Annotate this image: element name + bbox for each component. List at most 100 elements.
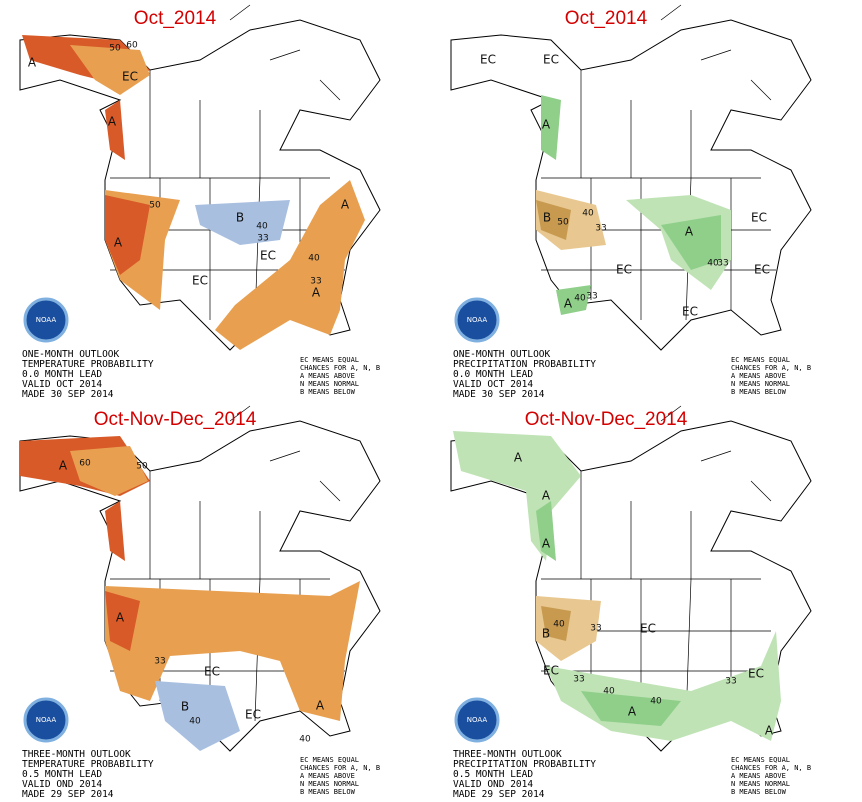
panel-title: Oct_2014	[134, 8, 217, 29]
outlook-line: PRECIPITATION PROBABILITY	[453, 359, 596, 370]
map-label: B	[181, 700, 189, 714]
legend-line: A MEANS ABOVE	[731, 372, 786, 380]
map-label: 40	[308, 254, 320, 264]
above-area	[105, 501, 125, 561]
map-label: A	[316, 699, 325, 713]
map-label: A	[542, 489, 551, 503]
logo-text: NOAA	[467, 716, 488, 724]
legend-line: B MEANS BELOW	[300, 388, 356, 396]
map-label: 50	[136, 462, 148, 472]
legend-line: B MEANS BELOW	[300, 788, 356, 796]
above-area	[105, 195, 150, 275]
legend-line: EC MEANS EQUAL	[300, 356, 359, 364]
outlook-line: PRECIPITATION PROBABILITY	[453, 759, 596, 770]
map-label: A	[312, 286, 321, 300]
map-label: A	[114, 236, 123, 250]
outlook-line: VALID OCT 2014	[453, 379, 533, 390]
above-area	[105, 581, 360, 721]
map-label: 50	[149, 201, 161, 211]
map-label: 40	[256, 222, 268, 232]
above-area	[105, 591, 140, 651]
outlook-line: ONE-MONTH OUTLOOK	[453, 349, 551, 360]
above-area	[556, 285, 591, 315]
map-label: A	[542, 118, 551, 132]
above-area	[661, 215, 721, 270]
logo-text: NOAA	[36, 716, 57, 724]
map-label: B	[543, 211, 551, 225]
base-map	[450, 4, 812, 351]
noaa-logo	[23, 297, 69, 343]
noaa-logo	[454, 697, 500, 743]
outlook-line: TEMPERATURE PROBABILITY	[22, 359, 154, 370]
map-label: 40	[553, 620, 565, 630]
legend-line: EC MEANS EQUAL	[731, 756, 790, 764]
legend-line: A MEANS ABOVE	[731, 772, 786, 780]
legend-line: B MEANS BELOW	[731, 788, 787, 796]
map-label: 33	[717, 259, 728, 269]
outlook-line: 0.0 MONTH LEAD	[22, 369, 102, 380]
map-label: 33	[586, 292, 597, 302]
map-label: 40	[707, 259, 719, 269]
legend-line: B MEANS BELOW	[731, 388, 787, 396]
logo-text: NOAA	[36, 316, 57, 324]
above-area	[70, 446, 148, 496]
legend-line: CHANCES FOR A, N, B	[731, 364, 811, 372]
legend-line: A MEANS ABOVE	[300, 372, 355, 380]
map-label: A	[765, 724, 774, 738]
map-label: 50	[109, 44, 121, 54]
map-label: 33	[590, 624, 601, 634]
map-label: EC	[192, 274, 208, 288]
map-label: 33	[257, 234, 268, 244]
above-area	[70, 45, 150, 95]
map-label: 40	[574, 294, 586, 304]
map-label: EC	[204, 665, 220, 679]
map-label: EC	[751, 211, 767, 225]
panel-title: Oct-Nov-Dec_2014	[525, 409, 688, 430]
map-label: A	[564, 297, 573, 311]
panel-title: Oct-Nov-Dec_2014	[94, 409, 257, 430]
map-label: EC	[748, 667, 764, 681]
outlook-line: 0.5 MONTH LEAD	[453, 769, 533, 780]
map-label: 60	[126, 41, 138, 51]
map-label: EC	[616, 263, 632, 277]
above-area	[541, 95, 561, 160]
outlook-line: TEMPERATURE PROBABILITY	[22, 759, 154, 770]
map-label: EC	[754, 263, 770, 277]
below-area	[536, 200, 571, 240]
outlook-line: THREE-MONTH OUTLOOK	[453, 749, 562, 760]
noaa-logo	[454, 297, 500, 343]
map-label: 60	[79, 459, 91, 469]
map-label: 33	[310, 277, 321, 287]
legend-line: A MEANS ABOVE	[300, 772, 355, 780]
map-label: A	[341, 198, 350, 212]
map-label: A	[28, 56, 37, 70]
map-label: A	[685, 225, 694, 239]
outlook-line: 0.5 MONTH LEAD	[22, 769, 102, 780]
map-label: 33	[595, 224, 606, 234]
map-label: 40	[603, 687, 615, 697]
panel-title: Oct_2014	[565, 8, 648, 29]
map-label: EC	[543, 664, 559, 678]
legend-line: CHANCES FOR A, N, B	[300, 364, 380, 372]
outlook-line: MADE 29 SEP 2014	[453, 789, 545, 800]
map-label: A	[108, 115, 117, 129]
map-label: A	[59, 459, 68, 473]
map-label: A	[514, 451, 523, 465]
legend-line: N MEANS NORMAL	[300, 380, 359, 388]
noaa-logo	[23, 697, 69, 743]
outlook-line: THREE-MONTH OUTLOOK	[22, 749, 131, 760]
below-area	[155, 681, 240, 751]
legend-line: EC MEANS EQUAL	[731, 356, 790, 364]
outlook-line: ONE-MONTH OUTLOOK	[22, 349, 120, 360]
logo-text: NOAA	[467, 316, 488, 324]
map-label: 40	[299, 735, 311, 745]
map-label: 40	[650, 697, 662, 707]
map-label: 33	[154, 657, 165, 667]
legend-line: N MEANS NORMAL	[731, 780, 790, 788]
map-label: EC	[260, 249, 276, 263]
map-label: 33	[573, 675, 584, 685]
outlook-line: VALID OCT 2014	[22, 379, 102, 390]
map-label: EC	[480, 53, 496, 67]
